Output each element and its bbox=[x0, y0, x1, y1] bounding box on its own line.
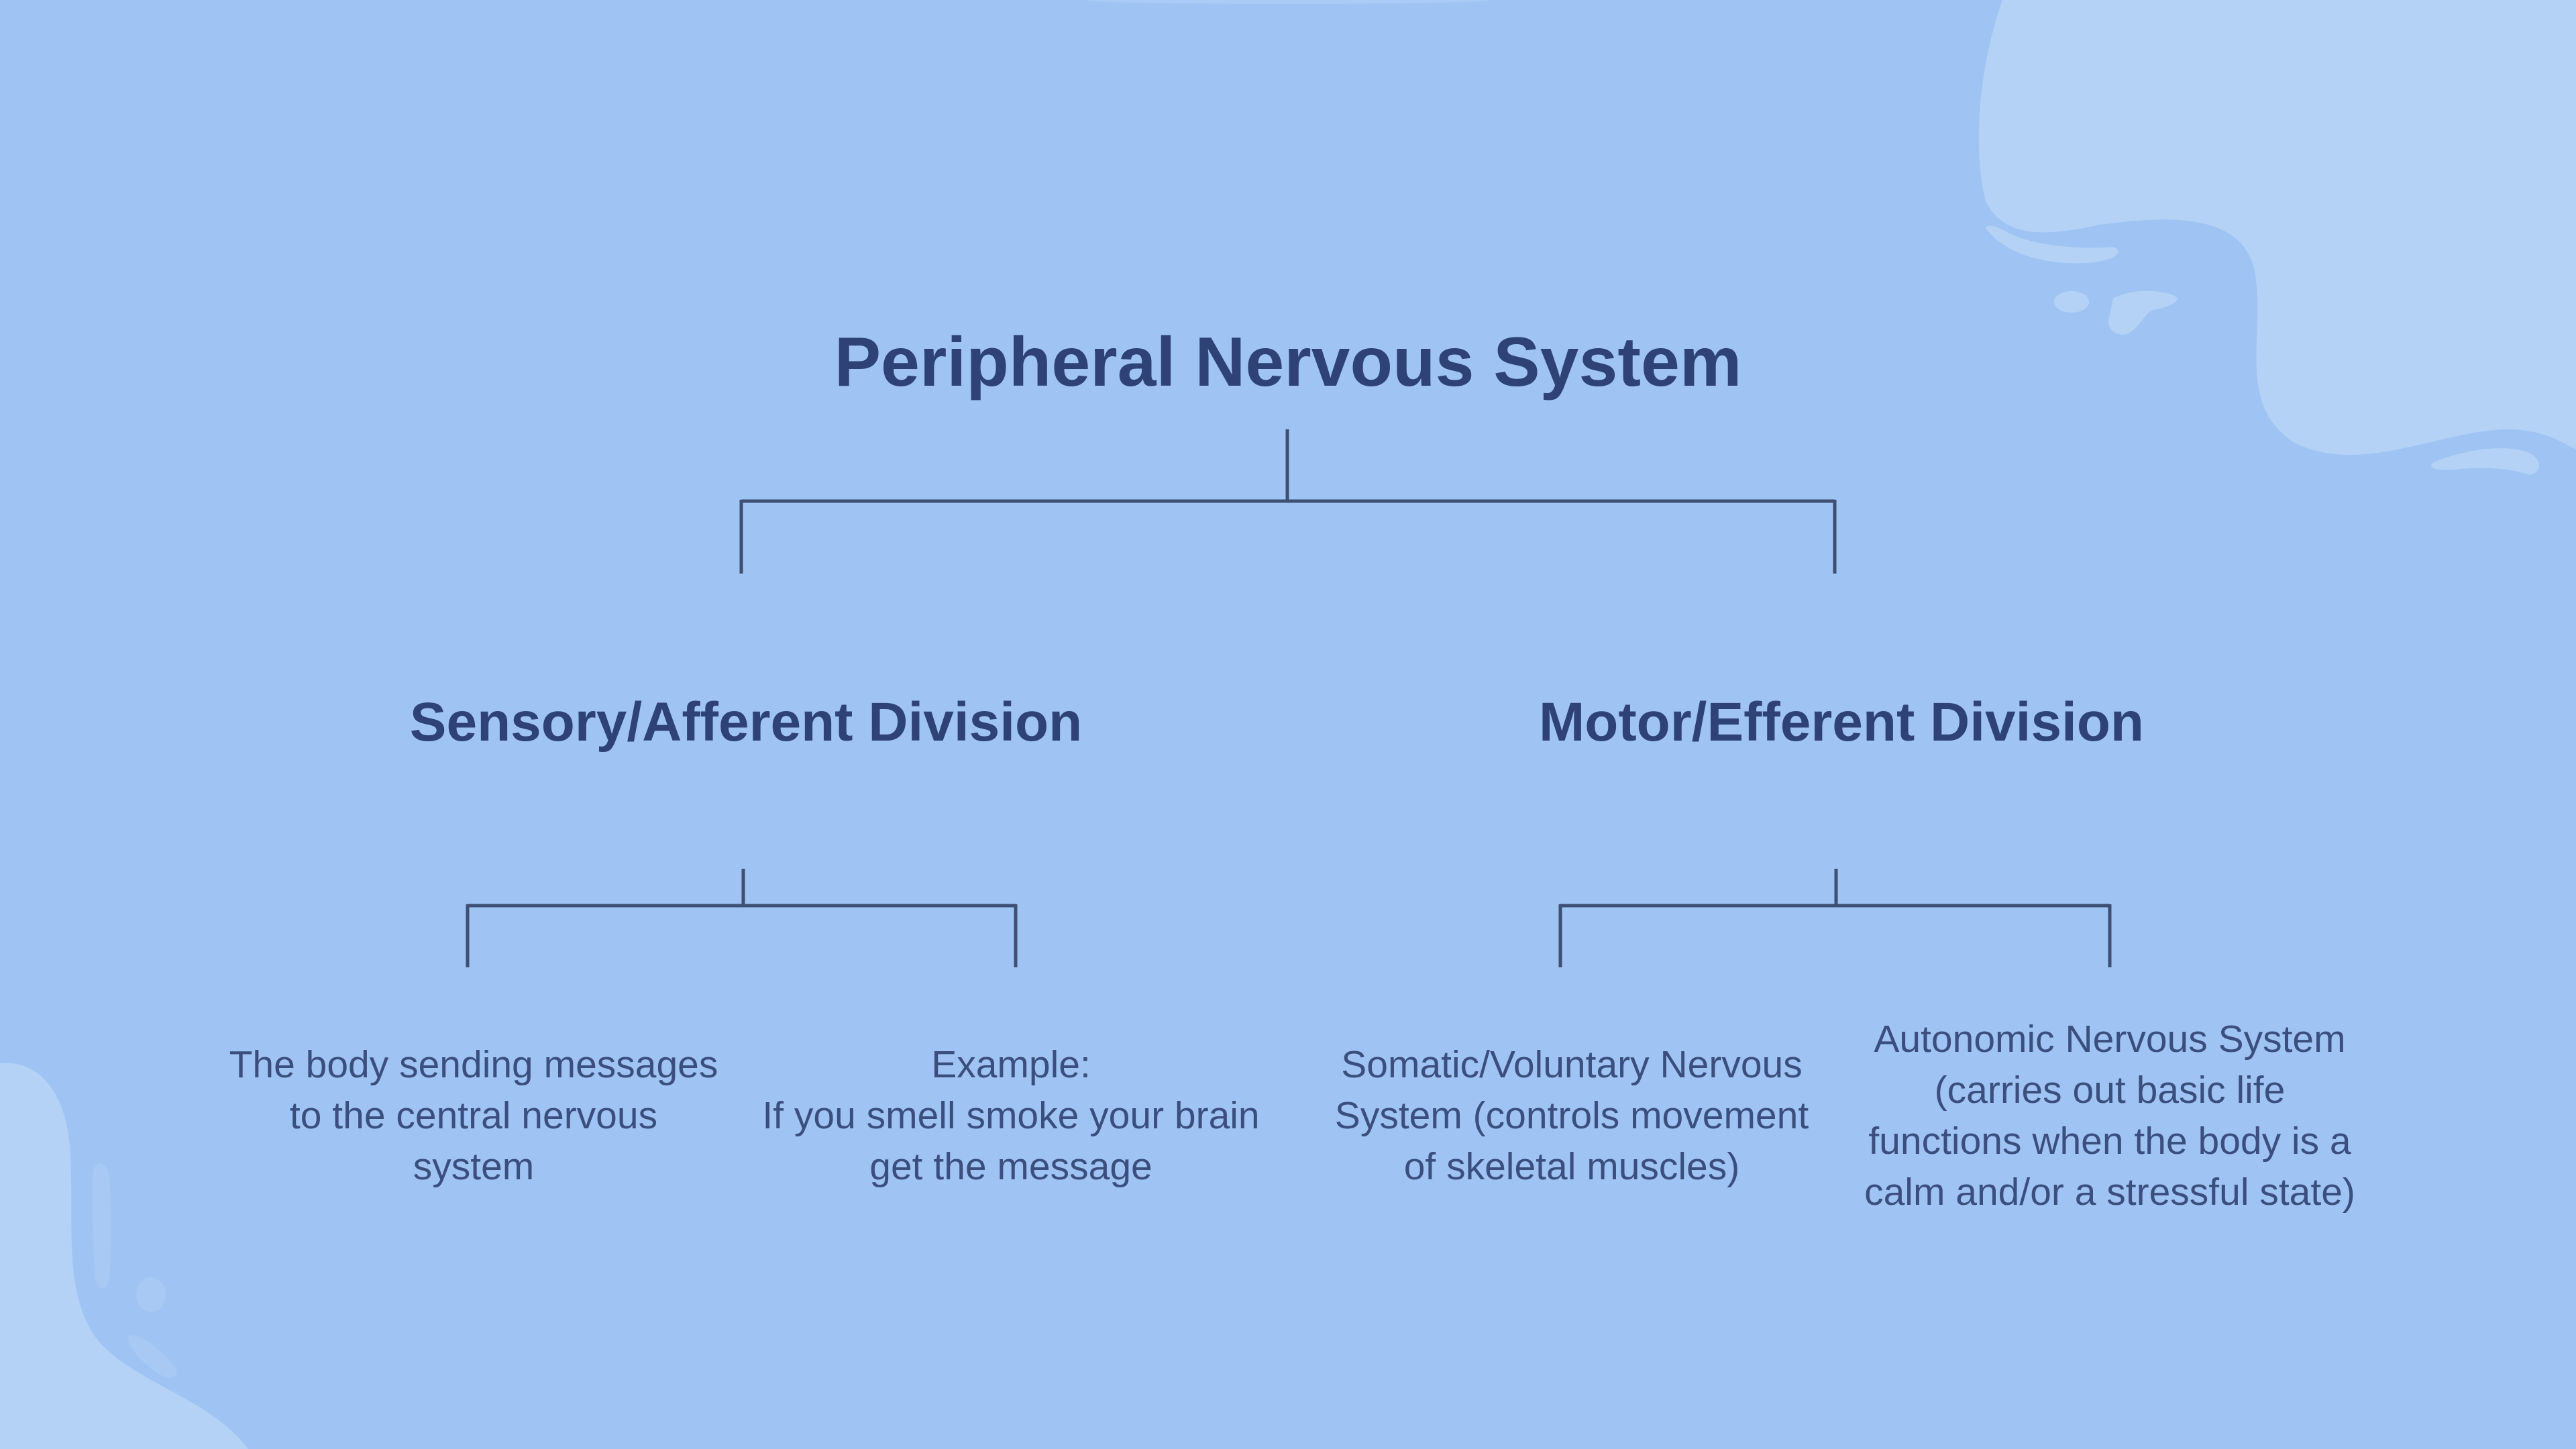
text-line: If you smell smoke your brain bbox=[762, 1094, 1260, 1137]
somatic-nervous-system: Somatic/Voluntary Nervous System (contro… bbox=[1310, 1039, 1833, 1192]
sensory-division-label: Sensory/Afferent Division bbox=[409, 692, 1083, 753]
right-edge-drip bbox=[2431, 448, 2539, 475]
text-line: The body sending messages bbox=[229, 1043, 718, 1086]
diagram-title: Peripheral Nervous System bbox=[834, 323, 1742, 401]
autonomic-nervous-system: Autonomic Nervous System (carries out ba… bbox=[1848, 1014, 2371, 1218]
top-right-drip bbox=[1986, 225, 2118, 264]
text-line: Example: bbox=[931, 1043, 1091, 1086]
text-line: System (controls movement bbox=[1334, 1094, 1809, 1137]
text-line: Somatic/Voluntary Nervous bbox=[1341, 1043, 1803, 1086]
text-line: system bbox=[413, 1145, 535, 1188]
top-center-glow bbox=[1087, 0, 1489, 4]
root-connector bbox=[739, 429, 1837, 574]
bottom-left-droplet bbox=[136, 1277, 166, 1312]
bottom-left-streak bbox=[93, 1163, 111, 1289]
sensory-example: Example: If you smell smoke your brain g… bbox=[749, 1039, 1273, 1192]
text-line: (carries out basic life bbox=[1934, 1069, 2286, 1112]
text-line: to the central nervous bbox=[289, 1094, 658, 1137]
top-right-blob bbox=[1978, 0, 2576, 455]
text-line: calm and/or a stressful state) bbox=[1864, 1171, 2355, 1214]
sensory-description: The body sending messages to the central… bbox=[212, 1039, 735, 1192]
top-right-droplet bbox=[2054, 291, 2089, 313]
text-line: get the message bbox=[869, 1145, 1152, 1188]
top-right-splash bbox=[2108, 290, 2178, 335]
text-line: functions when the body is a bbox=[1868, 1120, 2351, 1163]
motor-connector bbox=[1558, 869, 2112, 967]
sensory-connector bbox=[466, 869, 1018, 967]
bottom-left-blob bbox=[0, 1063, 248, 1449]
motor-division-label: Motor/Efferent Division bbox=[1538, 692, 2145, 753]
bottom-left-drip bbox=[128, 1335, 177, 1378]
text-line: of skeletal muscles) bbox=[1403, 1145, 1740, 1188]
text-line: Autonomic Nervous System bbox=[1874, 1018, 2346, 1061]
